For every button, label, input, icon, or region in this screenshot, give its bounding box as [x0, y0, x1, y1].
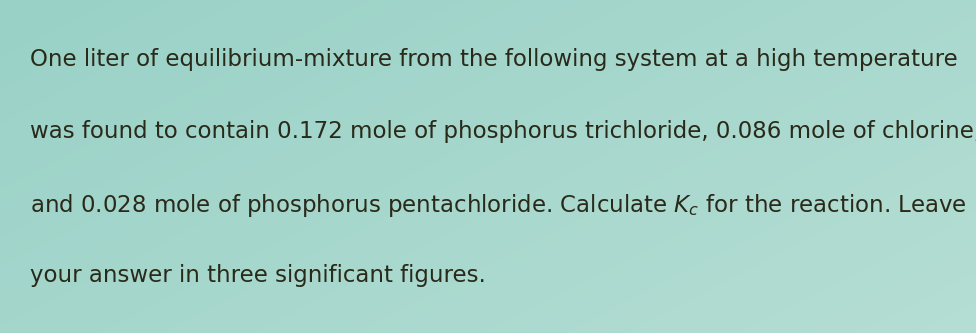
Text: your answer in three significant figures.: your answer in three significant figures…	[30, 264, 486, 287]
Text: One liter of equilibrium-mixture from the following system at a high temperature: One liter of equilibrium-mixture from th…	[30, 48, 957, 71]
Text: was found to contain 0.172 mole of phosphorus trichloride, 0.086 mole of chlorin: was found to contain 0.172 mole of phosp…	[30, 120, 976, 143]
Text: and 0.028 mole of phosphorus pentachloride. Calculate $K_c$ for the reaction. Le: and 0.028 mole of phosphorus pentachlori…	[30, 192, 967, 219]
